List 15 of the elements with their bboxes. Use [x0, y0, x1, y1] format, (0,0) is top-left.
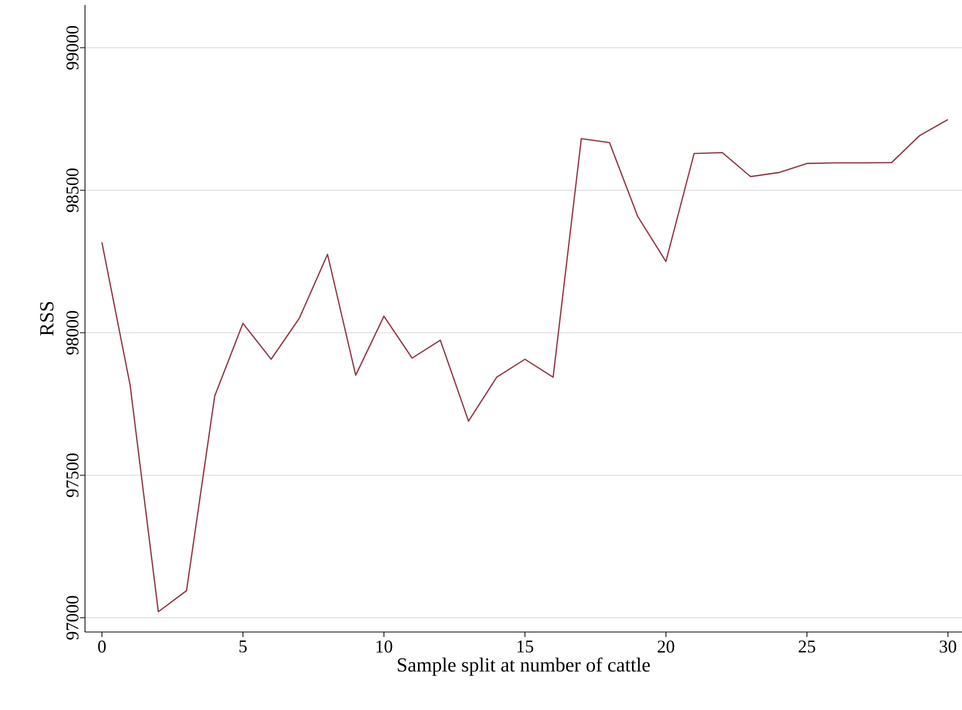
x-tick-label: 25: [798, 640, 816, 653]
x-tick-label: 0: [98, 640, 106, 653]
y-axis-title: RSS: [40, 302, 54, 336]
y-tick-label: 98500: [66, 168, 78, 212]
y-tick-label: 97000: [66, 596, 78, 640]
x-tick-label: 15: [518, 640, 534, 653]
x-tick-label: 10: [376, 640, 392, 653]
y-tick-label: 97500: [66, 454, 78, 498]
x-axis-title: Sample split at number of cattle: [398, 657, 650, 676]
x-tick-label: 5: [239, 640, 247, 652]
y-tick-label: 99000: [66, 26, 78, 70]
line-series: [101, 118, 949, 612]
x-tick-label: 20: [658, 640, 674, 653]
x-tick-label: 30: [940, 640, 956, 653]
y-tick-label: 98000: [66, 311, 78, 355]
